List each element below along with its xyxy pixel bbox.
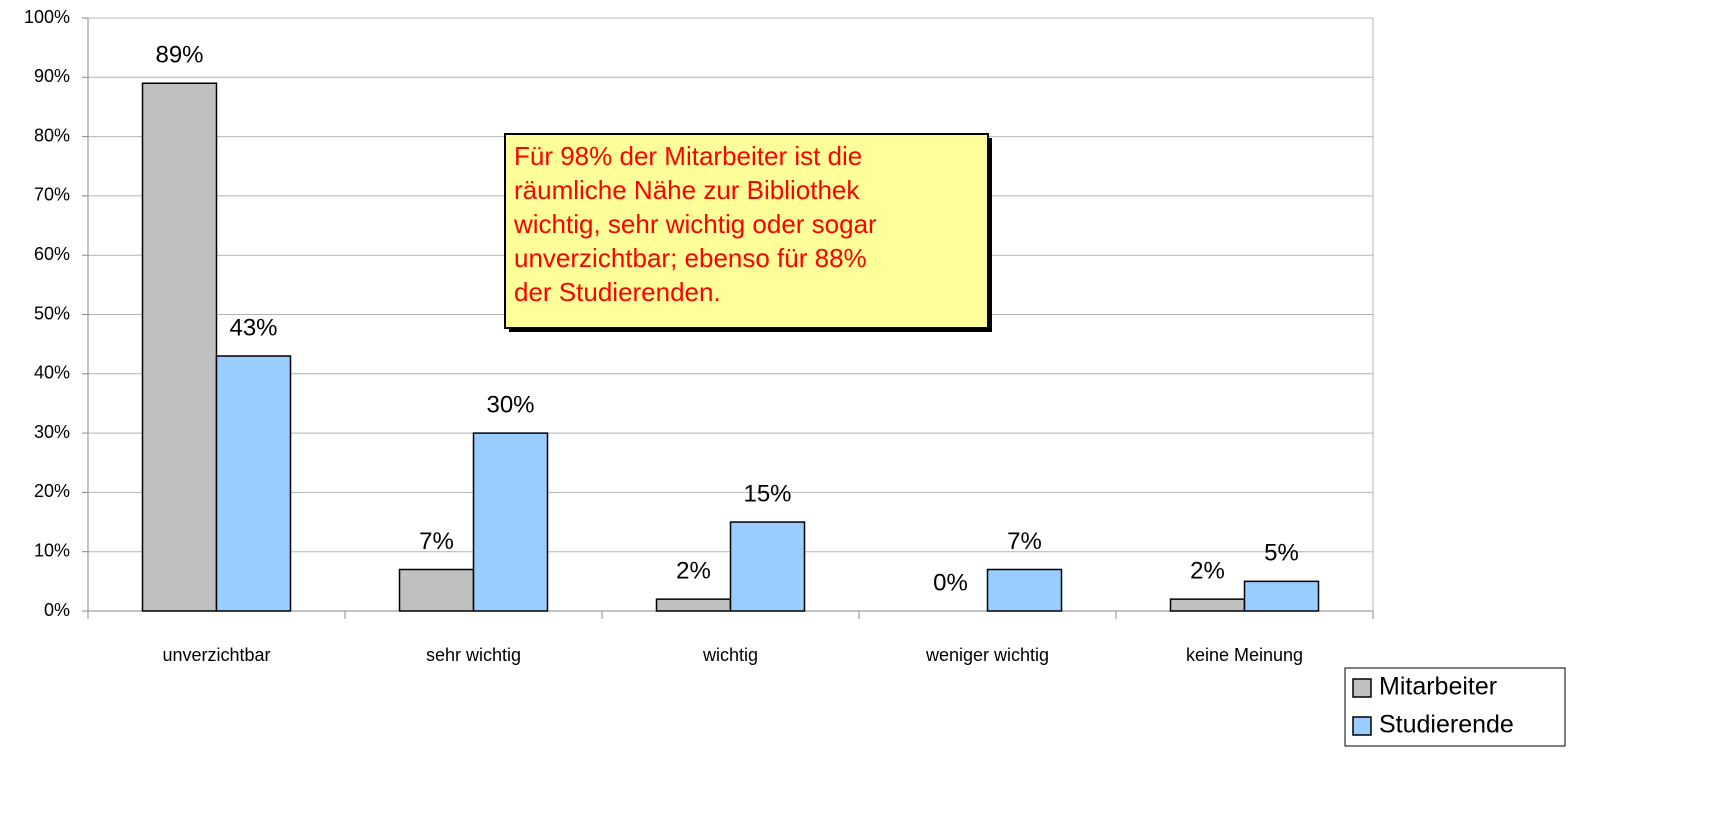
legend-label: Studierende — [1379, 711, 1514, 739]
value-label: 89% — [155, 42, 203, 69]
y-tick-label: 100% — [24, 7, 70, 27]
annotation-line: wichtig, sehr wichtig oder sogar — [513, 209, 877, 239]
value-label: 7% — [1007, 528, 1042, 555]
x-tick-label: weniger wichtig — [925, 645, 1049, 665]
bar — [1169, 598, 1246, 612]
bar — [398, 568, 475, 612]
value-label: 15% — [743, 480, 791, 507]
y-tick-label: 90% — [34, 66, 70, 86]
y-tick-label: 0% — [44, 600, 70, 620]
bar — [655, 598, 732, 612]
value-label: 5% — [1264, 540, 1299, 567]
annotation-line: unverzichtbar; ebenso für 88% — [514, 243, 867, 273]
bar — [986, 568, 1063, 612]
value-label: 7% — [419, 528, 454, 555]
x-tick-label: sehr wichtig — [426, 645, 521, 665]
annotation-line: Für 98% der Mitarbeiter ist die — [514, 141, 862, 171]
legend-box — [1344, 667, 1566, 747]
bar — [141, 82, 218, 612]
y-tick-label: 40% — [34, 363, 70, 383]
value-label: 0% — [933, 569, 968, 596]
bar — [729, 521, 806, 612]
y-tick-label: 20% — [34, 481, 70, 501]
value-label: 43% — [229, 314, 277, 341]
value-label: 30% — [486, 391, 534, 418]
annotation-line: räumliche Nähe zur Bibliothek — [514, 175, 860, 205]
y-tick-label: 30% — [34, 422, 70, 442]
bar — [215, 355, 292, 612]
legend-swatch — [1352, 678, 1372, 698]
y-tick-label: 80% — [34, 125, 70, 145]
value-label: 2% — [676, 557, 711, 584]
y-tick-label: 70% — [34, 185, 70, 205]
annotation-box — [504, 133, 989, 329]
y-tick-label: 10% — [34, 540, 70, 560]
annotation-line: der Studierenden. — [514, 277, 721, 307]
value-label: 2% — [1190, 557, 1225, 584]
y-tick-label: 50% — [34, 303, 70, 323]
legend-swatch — [1352, 716, 1372, 736]
x-tick-label: keine Meinung — [1186, 645, 1303, 665]
bar — [1243, 580, 1320, 612]
x-tick-label: wichtig — [702, 645, 758, 665]
bar — [472, 432, 549, 612]
legend-label: Mitarbeiter — [1379, 673, 1497, 701]
x-tick-label: unverzichtbar — [162, 645, 270, 665]
y-tick-label: 60% — [34, 244, 70, 264]
